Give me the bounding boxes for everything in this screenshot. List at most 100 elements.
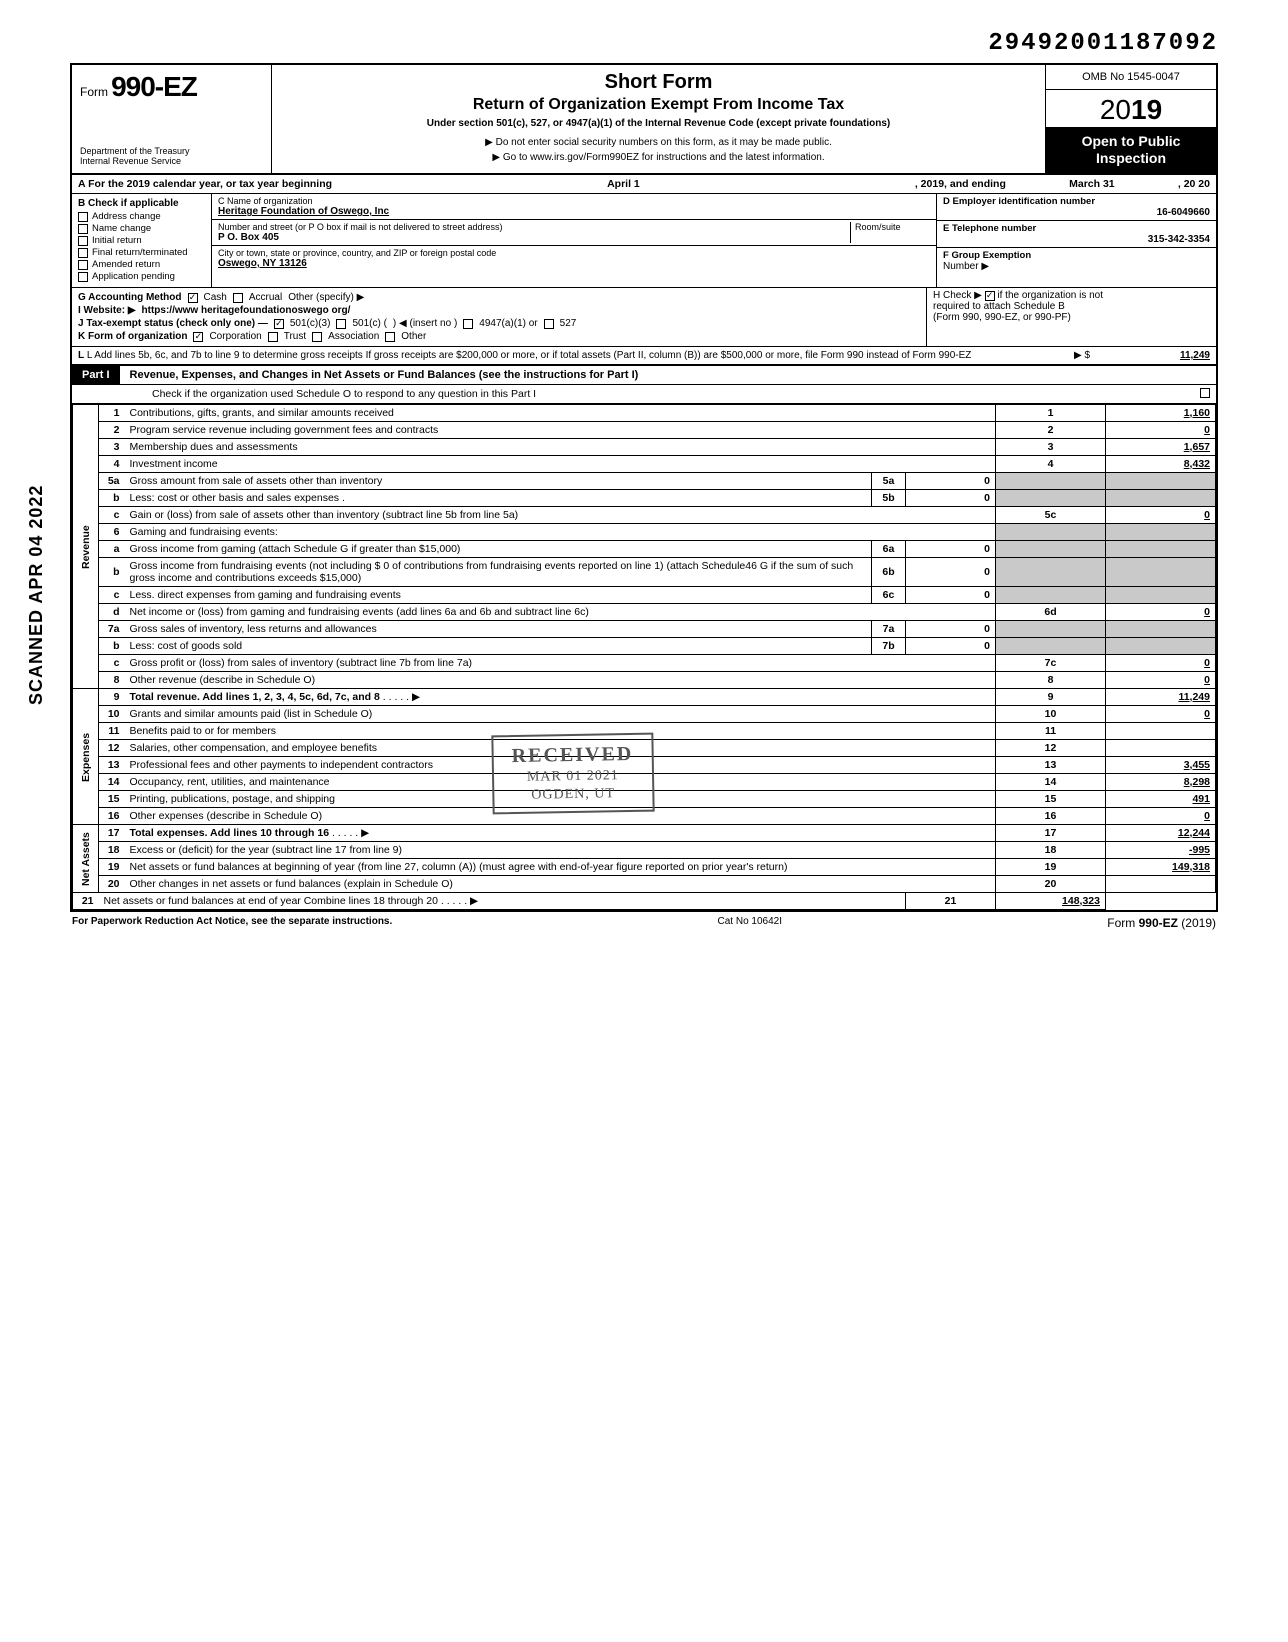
box-number: 11 [996, 723, 1106, 740]
box-number: 17 [996, 825, 1106, 842]
box-number: 2 [996, 422, 1106, 439]
colb-checkbox[interactable] [78, 236, 88, 246]
f-label: F Group Exemption [943, 250, 1210, 261]
line-desc: Gain or (loss) from sale of assets other… [125, 507, 996, 524]
side-label: Net Assets [73, 825, 99, 893]
colb-item: Amended return [78, 259, 205, 270]
row-a-begin: April 1 [338, 175, 909, 193]
line-row: cGross profit or (loss) from sales of in… [73, 655, 1216, 672]
inner-amount: 0 [906, 638, 996, 655]
box-number: 7c [996, 655, 1106, 672]
colb-label: Application pending [92, 271, 175, 282]
k-assoc-checkbox[interactable] [312, 332, 322, 342]
line-number: b [99, 558, 125, 587]
line-row: 6Gaming and fundraising events: [73, 524, 1216, 541]
open-line1: Open to Public [1050, 133, 1212, 150]
colb-label: Amended return [92, 259, 160, 270]
part1-checkbox[interactable] [1200, 388, 1210, 398]
line-number: 2 [99, 422, 125, 439]
colb-checkbox[interactable] [78, 260, 88, 270]
j-501c: 501(c) ( [352, 318, 386, 329]
h-checkbox[interactable]: ✓ [985, 291, 995, 301]
line-number: 4 [99, 456, 125, 473]
colb-checkbox[interactable] [78, 272, 88, 282]
g-accrual-checkbox[interactable] [233, 293, 243, 303]
line-row: 4Investment income48,432 [73, 456, 1216, 473]
line-amount: 11,249 [1106, 689, 1216, 706]
shaded-cell [996, 524, 1106, 541]
g-cash-checkbox[interactable]: ✓ [188, 293, 198, 303]
header-mid: Short Form Return of Organization Exempt… [272, 65, 1046, 173]
c-street-value: P O. Box 405 [218, 232, 850, 243]
e-label: E Telephone number [943, 223, 1210, 234]
j-527-checkbox[interactable] [544, 319, 554, 329]
c-name-value: Heritage Foundation of Oswego, Inc [218, 206, 930, 217]
line-amount: 491 [1106, 791, 1216, 808]
shaded-cell [996, 558, 1106, 587]
line-desc: Contributions, gifts, grants, and simila… [125, 405, 996, 422]
line-number: d [99, 604, 125, 621]
stamp-city: OGDEN, UT [512, 786, 634, 804]
shaded-cell [996, 638, 1106, 655]
box-number: 15 [996, 791, 1106, 808]
line-desc: Net assets or fund balances at end of ye… [99, 893, 906, 910]
col-b: B Check if applicable Address changeName… [72, 194, 212, 287]
line-number: 6 [99, 524, 125, 541]
line-amount: 8,298 [1106, 774, 1216, 791]
c-name-label: C Name of organization [218, 196, 930, 206]
line-number: 19 [99, 859, 125, 876]
h-line1: H Check ▶ [933, 290, 982, 301]
line-number: 9 [99, 689, 125, 706]
line-desc: Other changes in net assets or fund bala… [125, 876, 996, 893]
k-assoc: Association [328, 331, 379, 342]
header-left: Form 990-EZ Department of the Treasury I… [72, 65, 272, 173]
side-label: Revenue [73, 405, 99, 689]
g-accrual: Accrual [249, 292, 282, 303]
header-right: OMB No 1545-0047 2019 Open to Public Ins… [1046, 65, 1216, 173]
line-desc: Program service revenue including govern… [125, 422, 996, 439]
j-501c-checkbox[interactable] [336, 319, 346, 329]
colb-checkbox[interactable] [78, 248, 88, 258]
k-corp: Corporation [209, 331, 261, 342]
colb-item: Name change [78, 223, 205, 234]
line-row: 8Other revenue (describe in Schedule O)8… [73, 672, 1216, 689]
j-4947-checkbox[interactable] [463, 319, 473, 329]
line-desc: Gross amount from sale of assets other t… [125, 473, 872, 490]
line-amount: -995 [1106, 842, 1216, 859]
colb-item: Application pending [78, 271, 205, 282]
line-desc: Investment income [125, 456, 996, 473]
k-corp-checkbox[interactable]: ✓ [193, 332, 203, 342]
block-bcdef: B Check if applicable Address changeName… [72, 194, 1216, 288]
inner-box-num: 7b [872, 638, 906, 655]
j-501c3: 501(c)(3) [290, 318, 331, 329]
shaded-cell [1106, 558, 1216, 587]
colb-checkbox[interactable] [78, 224, 88, 234]
col-c: C Name of organization Heritage Foundati… [212, 194, 936, 287]
inner-amount: 0 [906, 558, 996, 587]
part1-tag: Part I [72, 366, 120, 384]
shaded-cell [1106, 524, 1216, 541]
lines-wrap: Revenue 1Contributions, gifts, grants, an… [72, 404, 1216, 910]
line-amount [1106, 876, 1216, 893]
line-desc: Less: cost or other basis and sales expe… [125, 490, 872, 507]
k-trust-checkbox[interactable] [268, 332, 278, 342]
subtitle: Under section 501(c), 527, or 4947(a)(1)… [282, 118, 1035, 129]
line-desc: Net income or (loss) from gaming and fun… [125, 604, 996, 621]
j-501c3-checkbox[interactable]: ✓ [274, 319, 284, 329]
box-number: 14 [996, 774, 1106, 791]
line-row: 18Excess or (deficit) for the year (subt… [73, 842, 1216, 859]
line-amount: 0 [1106, 507, 1216, 524]
box-number: 1 [996, 405, 1106, 422]
inner-amount: 0 [906, 621, 996, 638]
footer-mid: Cat No 10642I [718, 916, 783, 930]
scanned-stamp: SCANNED APR 04 2022 [26, 485, 47, 705]
line-row: 21Net assets or fund balances at end of … [73, 893, 1216, 910]
c-room-label: Room/suite [855, 222, 930, 232]
line-row: 20Other changes in net assets or fund ba… [73, 876, 1216, 893]
shaded-cell [1106, 490, 1216, 507]
colb-checkbox[interactable] [78, 212, 88, 222]
footer-right: Form 990-EZ (2019) [1107, 916, 1216, 930]
k-other-checkbox[interactable] [385, 332, 395, 342]
box-number: 8 [996, 672, 1106, 689]
box-number: 12 [996, 740, 1106, 757]
